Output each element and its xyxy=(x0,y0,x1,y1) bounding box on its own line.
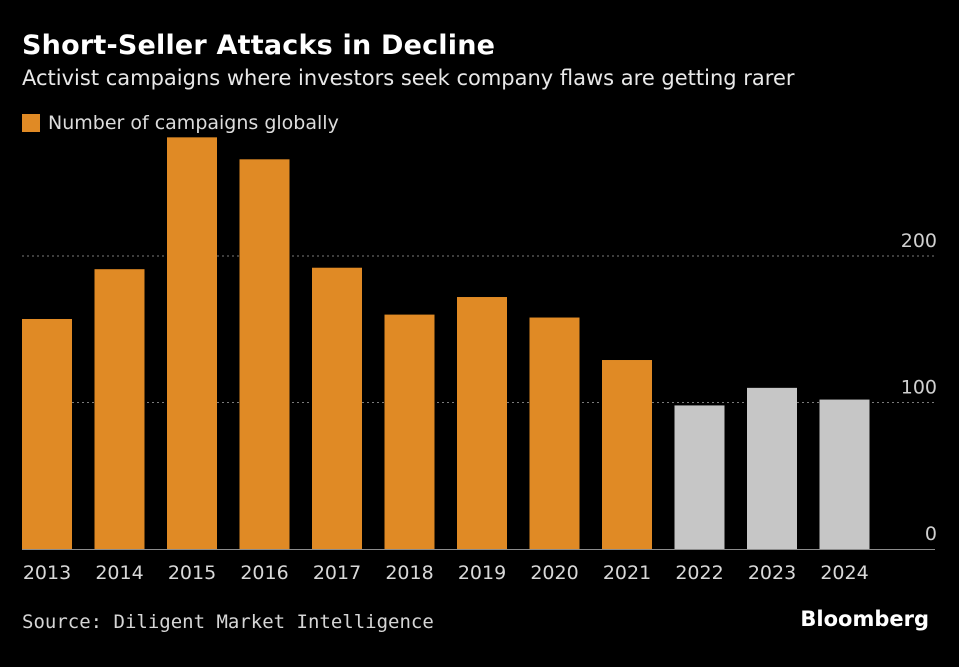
bar-2024 xyxy=(819,399,870,549)
chart-subtitle: Activist campaigns where investors seek … xyxy=(22,66,795,90)
bar-2018 xyxy=(384,314,435,549)
x-tick-label: 2018 xyxy=(385,562,433,584)
bar-2020 xyxy=(529,317,580,549)
bar-2021 xyxy=(602,360,652,549)
x-tick-label: 2015 xyxy=(168,562,216,584)
bloomberg-logo: Bloomberg xyxy=(800,607,929,631)
bar-2017 xyxy=(312,267,362,549)
y-tick-label: 0 xyxy=(925,523,937,545)
source-note: Source: Diligent Market Intelligence xyxy=(22,611,434,633)
bar-2022 xyxy=(674,405,725,549)
x-tick-label: 2013 xyxy=(23,562,71,584)
legend: Number of campaigns globally xyxy=(22,112,339,134)
legend-label: Number of campaigns globally xyxy=(48,112,339,134)
x-tick-label: 2017 xyxy=(313,562,361,584)
bar-2023 xyxy=(747,387,797,549)
chart-title: Short-Seller Attacks in Decline xyxy=(22,30,496,61)
x-tick-label: 2023 xyxy=(748,562,796,584)
bar-2013 xyxy=(22,318,72,549)
legend-swatch xyxy=(22,114,40,132)
x-tick-label: 2019 xyxy=(458,562,506,584)
x-tick-label: 2021 xyxy=(603,562,651,584)
y-tick-label: 200 xyxy=(901,230,937,252)
bar-2015 xyxy=(167,137,217,549)
bar-2016 xyxy=(239,159,290,549)
x-tick-label: 2022 xyxy=(675,562,723,584)
x-tick-label: 2020 xyxy=(530,562,578,584)
x-tick-label: 2014 xyxy=(95,562,143,584)
y-tick-label: 100 xyxy=(901,377,937,399)
bar-2014 xyxy=(94,269,145,549)
bar-2019 xyxy=(457,297,507,549)
x-tick-label: 2016 xyxy=(240,562,288,584)
x-tick-label: 2024 xyxy=(820,562,868,584)
